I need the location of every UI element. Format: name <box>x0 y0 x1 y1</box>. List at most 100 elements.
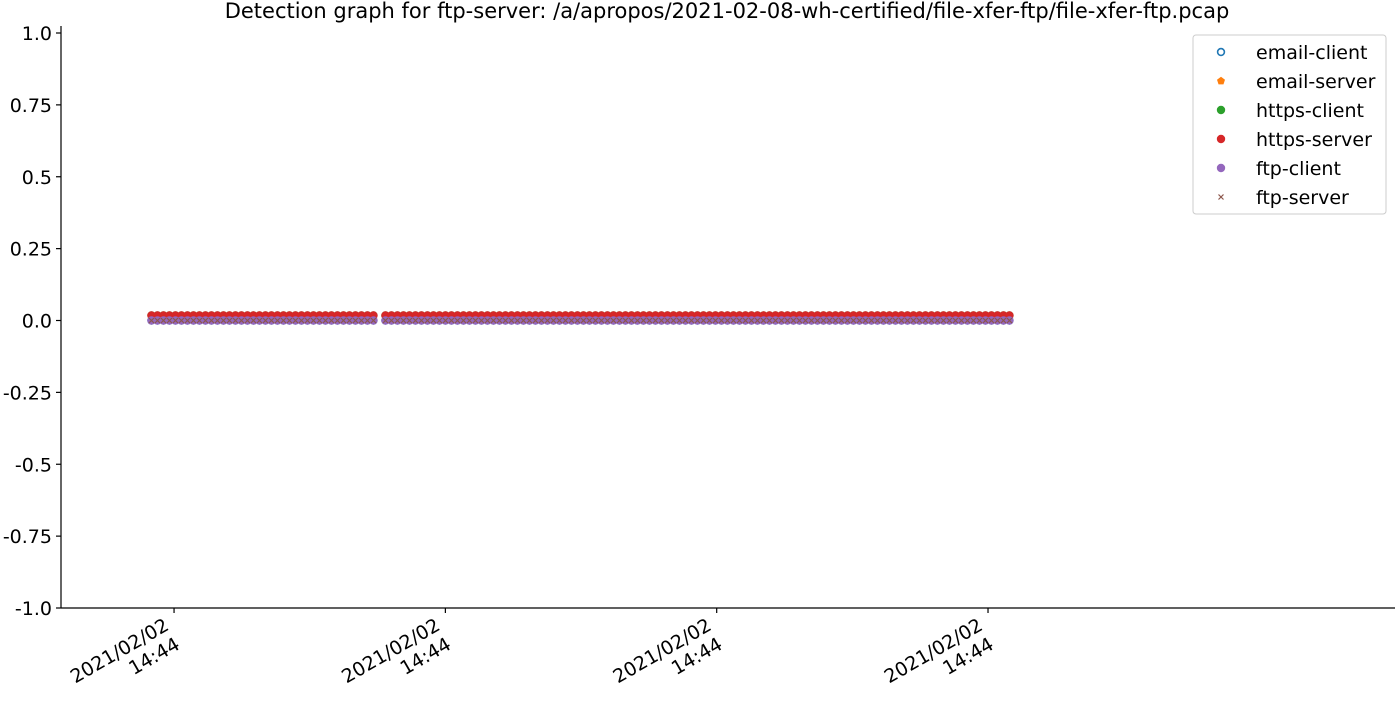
data-point-ftp-server <box>274 317 281 324</box>
data-point-ftp-server <box>178 317 185 324</box>
data-point-ftp-server <box>208 317 215 324</box>
data-point-ftp-server <box>478 317 485 324</box>
data-point-ftp-server <box>844 317 851 324</box>
data-point-ftp-server <box>718 317 725 324</box>
legend-marker-email-server <box>1217 76 1225 85</box>
legend-marker-email-client <box>1216 47 1226 57</box>
y-tick-label: 0.75 <box>10 95 52 117</box>
data-point-ftp-server <box>832 317 839 324</box>
data-point-ftp-server <box>724 317 731 324</box>
data-point-ftp-server <box>748 317 755 324</box>
data-point-ftp-server <box>448 317 455 324</box>
data-point-ftp-server <box>496 317 503 324</box>
data-point-ftp-server <box>394 317 401 324</box>
y-tick-label: -0.75 <box>3 526 52 548</box>
legend-marker-ftp-client <box>1216 163 1226 173</box>
data-point-ftp-server <box>994 317 1001 324</box>
data-point-ftp-server <box>412 317 419 324</box>
legend-label: https-server <box>1256 129 1372 151</box>
legend-label: https-client <box>1256 100 1364 122</box>
data-point-ftp-server <box>184 317 191 324</box>
data-point-ftp-server <box>532 317 539 324</box>
legend-marker-ftp-server <box>1218 194 1224 200</box>
data-point-ftp-server <box>334 317 341 324</box>
data-point-ftp-server <box>880 317 887 324</box>
data-point-ftp-server <box>892 317 899 324</box>
data-point-ftp-server <box>802 317 809 324</box>
legend-marker-https-client <box>1216 105 1226 115</box>
data-point-ftp-server <box>736 317 743 324</box>
data-point-ftp-server <box>382 317 389 324</box>
legend-item-https-server: https-server <box>1216 129 1372 151</box>
data-point-ftp-server <box>658 317 665 324</box>
legend: email-client email-server https-client http… <box>1192 34 1387 215</box>
data-point-ftp-server <box>304 317 311 324</box>
data-point-ftp-server <box>508 317 515 324</box>
data-point-ftp-server <box>640 317 647 324</box>
data-point-ftp-server <box>580 317 587 324</box>
data-point-ftp-server <box>700 317 707 324</box>
data-point-ftp-server <box>268 317 275 324</box>
data-point-ftp-server <box>598 317 605 324</box>
data-point-ftp-server <box>988 317 995 324</box>
data-point-ftp-server <box>682 317 689 324</box>
data-point-ftp-server <box>712 317 719 324</box>
data-point-ftp-server <box>958 317 965 324</box>
data-point-ftp-server <box>538 317 545 324</box>
data-point-ftp-server <box>952 317 959 324</box>
legend-marker-https-server <box>1216 134 1226 144</box>
data-point-ftp-server <box>166 317 173 324</box>
data-point-ftp-server <box>484 317 491 324</box>
data-point-ftp-server <box>562 317 569 324</box>
data-point-ftp-server <box>982 317 989 324</box>
series-ftp-server <box>148 317 1013 324</box>
data-point-ftp-server <box>310 317 317 324</box>
data-point-ftp-server <box>694 317 701 324</box>
data-point-ftp-server <box>262 317 269 324</box>
data-point-ftp-server <box>706 317 713 324</box>
y-tick-label: 0.0 <box>22 311 52 333</box>
data-point-ftp-server <box>622 317 629 324</box>
data-point-ftp-server <box>760 317 767 324</box>
data-point-ftp-server <box>904 317 911 324</box>
data-point-ftp-server <box>220 317 227 324</box>
data-point-ftp-server <box>970 317 977 324</box>
data-point-ftp-server <box>628 317 635 324</box>
data-point-ftp-server <box>922 317 929 324</box>
data-point-ftp-server <box>286 317 293 324</box>
data-point-ftp-server <box>526 317 533 324</box>
data-point-ftp-server <box>352 317 359 324</box>
data-point-ftp-server <box>436 317 443 324</box>
data-layer <box>147 311 1014 325</box>
data-point-ftp-server <box>808 317 815 324</box>
data-point-ftp-server <box>256 317 263 324</box>
data-point-ftp-server <box>196 317 203 324</box>
data-point-ftp-server <box>838 317 845 324</box>
data-point-ftp-server <box>742 317 749 324</box>
data-point-ftp-server <box>574 317 581 324</box>
data-point-ftp-server <box>568 317 575 324</box>
data-point-ftp-server <box>850 317 857 324</box>
data-point-ftp-server <box>418 317 425 324</box>
data-point-ftp-server <box>604 317 611 324</box>
data-point-ftp-server <box>190 317 197 324</box>
data-point-ftp-server <box>238 317 245 324</box>
data-point-ftp-server <box>784 317 791 324</box>
data-point-ftp-server <box>472 317 479 324</box>
data-point-ftp-server <box>346 317 353 324</box>
data-point-ftp-server <box>340 317 347 324</box>
data-point-ftp-server <box>766 317 773 324</box>
legend-item-email-client: email-client <box>1216 42 1367 64</box>
plot-area: 1.00.750.50.250.0-0.25-0.5-0.75-1.0 2021… <box>3 23 1395 688</box>
data-point-ftp-server <box>250 317 257 324</box>
data-point-ftp-server <box>328 317 335 324</box>
data-point-ftp-server <box>940 317 947 324</box>
legend-frame <box>1192 34 1387 215</box>
data-point-ftp-server <box>544 317 551 324</box>
data-point-ftp-server <box>160 317 167 324</box>
data-point-ftp-server <box>586 317 593 324</box>
data-point-ftp-server <box>868 317 875 324</box>
data-point-ftp-server <box>550 317 557 324</box>
